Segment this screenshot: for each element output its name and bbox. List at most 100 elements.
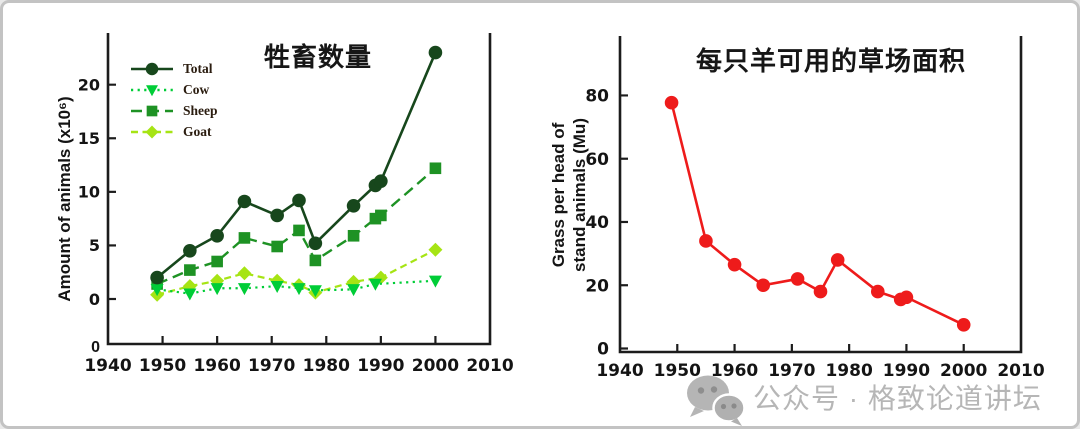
series-goat-marker (237, 266, 252, 281)
chart-0: 1940 1950 1960 1970 1980 1990 2000 2010 0 5 10 15 20 (78, 33, 514, 376)
sheep-series-marker-icon (130, 102, 174, 120)
x-tick-label: 1950 (139, 356, 186, 376)
legend-swatch-sheep (131, 105, 173, 116)
legend-item-sheep: Sheep (130, 100, 218, 121)
legend-label-sheep: Sheep (183, 102, 218, 118)
series-sheep-marker (238, 232, 251, 244)
x-tick-label: 1960 (193, 356, 240, 376)
series-cow-marker (292, 283, 306, 296)
series-total-marker (270, 208, 284, 223)
series-cow-marker (237, 283, 251, 296)
series-total-marker (210, 228, 224, 243)
y-tick-label: 20 (585, 276, 609, 296)
series-cow-marker (150, 284, 164, 297)
series-sheep-marker (429, 162, 442, 175)
series-grass-per-head-marker (899, 290, 914, 305)
left-chart-title: 牲畜数量 (263, 42, 373, 72)
x-tick-label: 1950 (654, 361, 701, 381)
legend-total-marker (145, 62, 159, 75)
series-line-cow (156, 279, 436, 295)
x-tick-label: 1940 (596, 361, 643, 381)
series-total-marker (428, 45, 443, 60)
series-total-marker (237, 194, 252, 209)
y-tick-label: 0 (89, 290, 100, 309)
series-sheep-marker (184, 264, 196, 276)
series-cow-marker (210, 283, 224, 296)
series-grass-per-head-marker (870, 284, 885, 299)
series-cow-marker (428, 275, 442, 288)
legend-label-cow: Cow (183, 81, 210, 97)
series-cow-marker (347, 284, 361, 297)
x-tick-label: 1970 (248, 356, 295, 376)
y-tick-label: 20 (78, 75, 100, 94)
series-total-marker (374, 174, 388, 188)
x-tick-label: 1960 (711, 361, 758, 381)
y-tick-label: 60 (585, 150, 609, 170)
series-sheep-marker (293, 224, 305, 237)
left-y-axis-origin-label: 0 (91, 339, 100, 356)
legend-swatch-cow (131, 84, 173, 96)
series-grass-per-head-marker (727, 257, 742, 272)
chart-1: 1940 1950 1960 1970 1980 1990 2000 2010 0 20 40 60 8… (585, 36, 1045, 381)
series-total-marker (308, 236, 323, 251)
legend-swatch-total (131, 62, 173, 75)
series-cow-marker (270, 280, 284, 293)
right-y-axis-label-line2: stand animals (Mu) (570, 118, 589, 272)
x-tick-label: 1970 (768, 361, 815, 381)
y-tick-label: 15 (78, 129, 100, 148)
x-tick-label: 1980 (303, 356, 350, 376)
watermark-text: 公众号 · 格致论道讲坛 (753, 383, 1042, 414)
right-y-axis-label: Grass per head of stand animals (Mu) (548, 45, 590, 345)
series-grass-per-head-marker (699, 234, 713, 248)
x-tick-label: 1940 (84, 356, 131, 376)
series-grass-per-head-marker (664, 95, 679, 110)
x-tick-label: 1990 (357, 356, 404, 376)
series-grass-per-head-marker (813, 284, 828, 299)
series-grass-per-head-marker (790, 272, 805, 286)
legend-label-goat: Goat (183, 123, 212, 139)
series-cow-marker (368, 278, 382, 291)
goat-series-marker-icon (130, 123, 174, 141)
series-goat-marker (428, 242, 443, 257)
wechat-icon (687, 375, 746, 426)
legend-sheep-marker (146, 105, 158, 116)
axis-frame (618, 36, 1023, 354)
axis-frame (106, 33, 492, 346)
series-sheep-marker (375, 209, 387, 222)
legend-goat-marker (145, 125, 159, 138)
series-sheep-marker (347, 229, 360, 242)
x-tick-label: 2000 (412, 356, 459, 376)
x-tick-label: 1990 (883, 361, 930, 381)
legend-item-goat: Goat (130, 121, 218, 142)
legend-item-total: Total (130, 58, 218, 79)
watermark: 公众号 · 格致论道讲坛 (685, 373, 1077, 426)
legend-item-cow: Cow (130, 79, 218, 100)
series-total-marker (183, 243, 197, 258)
x-tick-label: 1980 (825, 361, 872, 381)
series-cow-marker (183, 288, 197, 301)
series-total-marker (292, 193, 306, 208)
series-grass-per-head-marker (756, 278, 771, 293)
x-tick-label: 2010 (466, 356, 513, 376)
y-tick-label: 0 (597, 340, 609, 360)
series-sheep-marker (271, 240, 283, 253)
series-grass-per-head-marker (830, 253, 845, 267)
charts-svg: 1940 1950 1960 1970 1980 1990 2000 201005101520… (78, 33, 1045, 381)
cow-series-marker-icon (130, 81, 174, 99)
legend-swatch-goat (131, 125, 173, 138)
series-sheep-marker (309, 254, 322, 267)
x-tick-label: 2000 (940, 361, 987, 381)
series-grass-per-head-marker (956, 317, 971, 332)
left-y-axis-label: Amount of animals (x10⁶) (55, 96, 74, 302)
series-total-marker (346, 198, 361, 213)
series-sheep-marker (211, 255, 223, 268)
legend-cow-marker (146, 84, 158, 96)
total-series-marker-icon (130, 60, 174, 78)
legend-label-total: Total (183, 60, 213, 76)
series-total-marker (150, 270, 164, 285)
x-tick-label: 2010 (997, 361, 1044, 381)
y-tick-label: 40 (585, 213, 609, 233)
right-chart-title: 每只羊可用的草场面积 (695, 46, 967, 76)
y-tick-label: 5 (89, 236, 100, 255)
